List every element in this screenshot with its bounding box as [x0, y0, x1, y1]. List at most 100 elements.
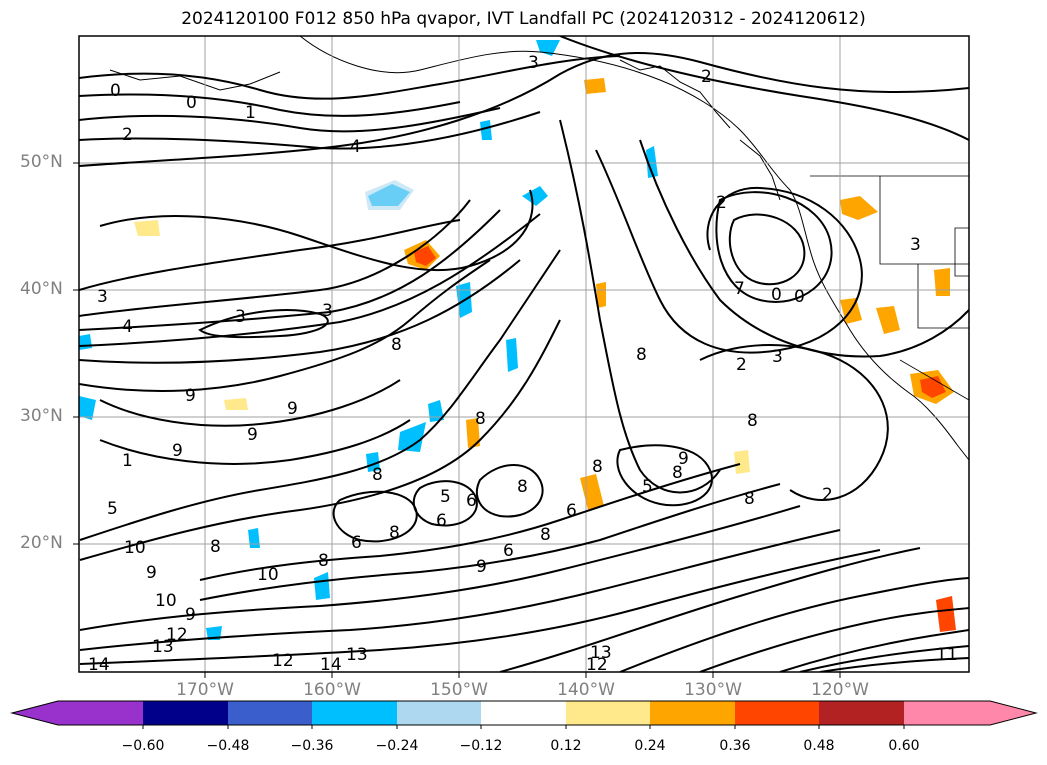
contour-label: 2 [716, 193, 727, 213]
colorbar-extend-min [12, 701, 58, 725]
contour-label: 8 [744, 489, 755, 509]
contour-label: 13 [346, 645, 368, 665]
contour-label: 9 [172, 441, 183, 461]
colorbar-tick-label: 0.48 [803, 738, 835, 754]
contour-label: 11 [936, 645, 958, 665]
lat-label: 30°N [20, 406, 63, 426]
colorbar-tick-label: 0.24 [634, 738, 666, 754]
contour-label: 8 [636, 345, 647, 365]
contour-label: 0 [110, 81, 121, 101]
contour-label: 4 [350, 137, 361, 157]
colorbar-tick-label: −0.12 [459, 738, 503, 754]
colorbar-segment [819, 701, 904, 725]
contour-label: 2 [736, 355, 747, 375]
contour-label: 6 [436, 511, 447, 531]
colorbar-tick-label: −0.24 [375, 738, 419, 754]
contour-label: 3 [97, 287, 108, 307]
lon-label: 150°W [430, 680, 488, 700]
positive-anomaly-patch [934, 268, 950, 296]
positive-anomaly-patch [596, 282, 606, 308]
contour-label: 5 [440, 487, 451, 507]
positive-anomaly-patch [840, 196, 878, 220]
contour-label: 5 [107, 499, 118, 519]
contour-label: 8 [210, 537, 221, 557]
contour-label: 8 [391, 335, 402, 355]
contour-label: 9 [287, 399, 298, 419]
contour-label: 14 [320, 655, 342, 675]
contour-labels: 0 0 1 2 4 3 3 4 3 3 8 9 9 9 1 9 5 10 9 1… [88, 53, 958, 675]
contour-label: 12 [272, 651, 294, 671]
contour-label: 3 [528, 53, 539, 73]
contour-label: 8 [318, 551, 329, 571]
gridlines [79, 36, 969, 672]
contour-label: 8 [540, 525, 551, 545]
contour-label: 10 [257, 565, 279, 585]
lon-label: 120°W [811, 680, 869, 700]
positive-anomaly-patch [936, 596, 956, 632]
contour-label: 3 [322, 301, 333, 321]
contour-label: 9 [146, 563, 157, 583]
colorbar-segment [58, 701, 143, 725]
colorbar-tick-label: −0.36 [290, 738, 334, 754]
contour-label: 2 [701, 67, 712, 87]
positive-anomaly-patch [466, 418, 480, 448]
map-frame [78, 35, 970, 673]
negative-anomaly-patch [365, 180, 414, 210]
colorbar-segment [312, 701, 397, 725]
negative-anomaly-patch [248, 528, 260, 548]
lat-label: 40°N [20, 279, 63, 299]
contour-label: 7 [734, 279, 745, 299]
contour-label: 2 [122, 125, 133, 145]
positive-anomaly-patch [584, 78, 606, 94]
colorbar-tick-label: −0.60 [121, 738, 165, 754]
negative-anomaly-patch [314, 572, 330, 600]
contour-label: 1 [245, 103, 256, 123]
lon-label: 130°W [684, 680, 742, 700]
contour-label: 9 [247, 425, 258, 445]
coastline [109, 36, 969, 461]
positive-anomaly-patch [414, 246, 436, 266]
negative-anomaly-patch [206, 626, 222, 640]
contour-label: 12 [166, 625, 188, 645]
contour-label: 6 [566, 501, 577, 521]
contour-label: 8 [517, 477, 528, 497]
contour-label: 4 [122, 317, 133, 337]
contour-label: 5 [642, 477, 653, 497]
contour-label: 8 [747, 411, 758, 431]
negative-anomaly-patch [398, 422, 426, 452]
colorbar-segment [481, 701, 566, 725]
negative-anomaly-patch [646, 146, 658, 178]
colorbar-segment [650, 701, 735, 725]
contour-label: 8 [672, 463, 683, 483]
lon-label: 160°W [303, 680, 361, 700]
contour-label: 12 [586, 655, 608, 675]
contour-label: 0 [771, 285, 782, 305]
positive-anomaly-patch [134, 220, 160, 236]
positive-anomaly-patch [876, 306, 900, 334]
contour-label: 0 [794, 287, 805, 307]
contour-label: 3 [772, 347, 783, 367]
contour-label: 0 [186, 93, 197, 113]
map-title: 2024120100 F012 850 hPa qvapor, IVT Land… [181, 9, 866, 29]
positive-anomaly-patch [920, 376, 946, 398]
negative-anomaly-patch [522, 186, 548, 206]
contour-label: 9 [678, 449, 689, 469]
contour-label: 10 [124, 538, 146, 558]
lat-label: 20°N [20, 533, 63, 553]
contour-label: 3 [235, 307, 246, 327]
lon-label: 140°W [557, 680, 615, 700]
contour-label: 8 [592, 457, 603, 477]
contour-label: 13 [152, 637, 174, 657]
colorbar-segment [566, 701, 650, 725]
colorbar-segment [143, 701, 228, 725]
negative-anomaly-patch [79, 396, 96, 420]
positive-anomaly-patch [224, 398, 248, 410]
contour-label: 13 [590, 643, 612, 663]
contour-label: 9 [185, 605, 196, 625]
contour-label: 6 [351, 533, 362, 553]
colorbar-tick-label: 0.60 [888, 738, 920, 754]
contour-label: 6 [503, 541, 514, 561]
contour-label: 2 [822, 485, 833, 505]
contour-label: 8 [372, 465, 383, 485]
